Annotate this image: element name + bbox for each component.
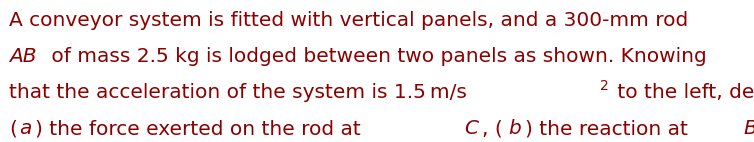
Text: C: C (464, 119, 478, 138)
Text: 2: 2 (600, 79, 608, 93)
Text: , (: , ( (482, 119, 502, 138)
Text: b: b (508, 119, 521, 138)
Text: (: ( (9, 119, 17, 138)
Text: a: a (19, 119, 32, 138)
Text: of mass 2.5 kg is lodged between two panels as shown. Knowing: of mass 2.5 kg is lodged between two pan… (44, 47, 706, 66)
Text: that the acceleration of the system is 1.5 m/s: that the acceleration of the system is 1… (9, 83, 467, 102)
Text: ) the force exerted on the rod at: ) the force exerted on the rod at (35, 119, 367, 138)
Text: B: B (743, 119, 754, 138)
Text: ) the reaction at: ) the reaction at (525, 119, 694, 138)
Text: A conveyor system is fitted with vertical panels, and a 300-mm rod: A conveyor system is fitted with vertica… (9, 11, 688, 30)
Text: AB: AB (9, 47, 36, 66)
Text: to the left, determine: to the left, determine (611, 83, 754, 102)
